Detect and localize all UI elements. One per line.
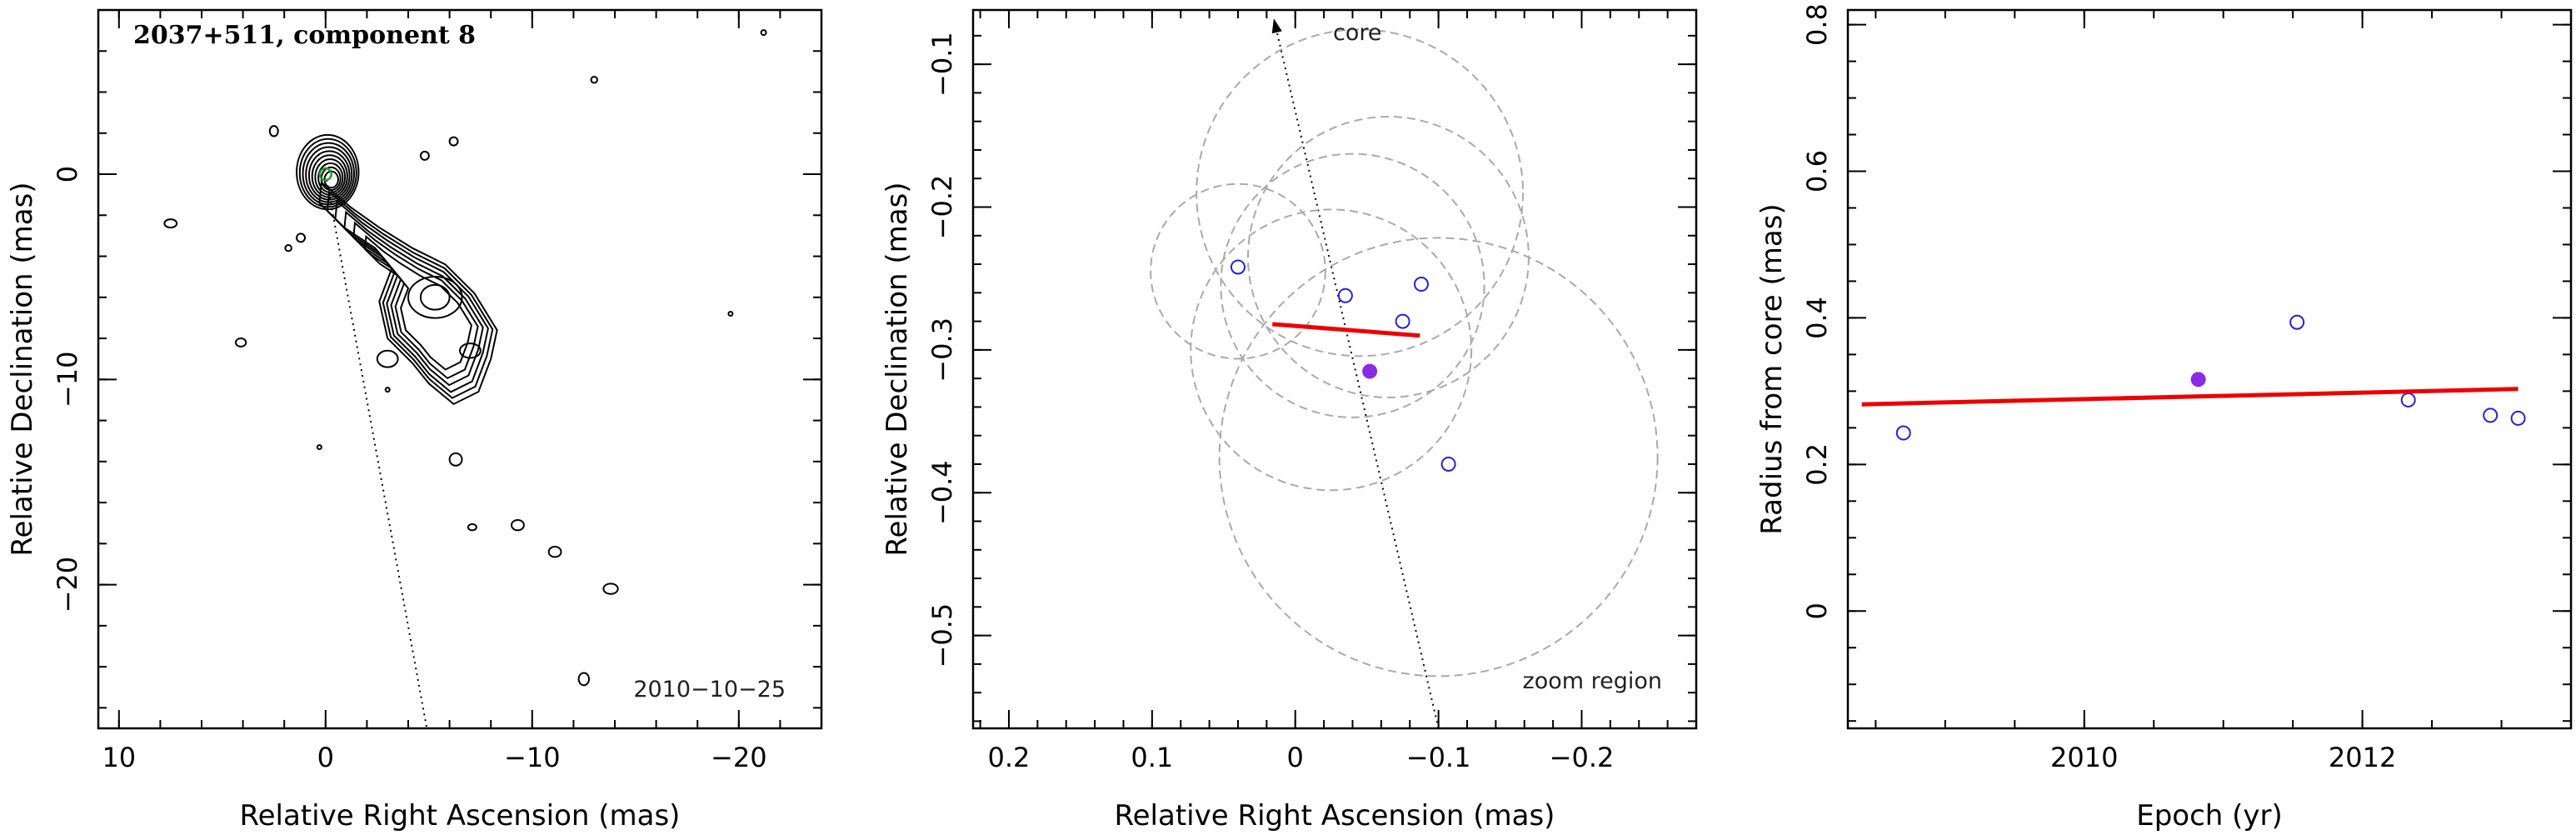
radius-point (1895, 425, 1911, 441)
component-position (1395, 313, 1410, 329)
core-marker (318, 167, 333, 182)
component-position (1440, 456, 1456, 472)
isolated-contour (284, 243, 292, 252)
core-arrow-head (1271, 18, 1282, 34)
contour-map (163, 29, 767, 687)
isolated-contour (727, 311, 734, 317)
y-tick-label: −0.3 (926, 318, 958, 382)
isolated-contour (268, 125, 279, 138)
x-axis-label-2: Relative Right Ascension (mas) (1115, 799, 1555, 832)
jet-contour (343, 210, 484, 387)
x-tick-label: −20 (711, 742, 767, 773)
core-direction-line (1272, 18, 1440, 729)
isolated-contour (448, 452, 463, 467)
jet-contour (407, 276, 463, 319)
fit-line (1861, 387, 2519, 407)
panel-radius-epoch: 2010 2012 0 0.2 0.4 0.6 0.8 Epoch (yr) Radius … (1755, 3, 2573, 832)
x-tick-label: 0 (317, 742, 334, 773)
zoom-region-annotation: zoom region (1523, 668, 1662, 694)
y-tick-label: −0.1 (926, 32, 958, 97)
plot-frame-2 (971, 8, 1698, 730)
isolated-contour (511, 518, 525, 532)
y-tick-label: 0.6 (1801, 150, 1833, 192)
plot-frame-3 (1846, 8, 2573, 730)
ticks-2: 0.2 0.1 0 −0.1 −0.2 −0.1 −0.2 −0.3 −0.4 −0.5 (926, 10, 1697, 773)
jet-contour (376, 349, 399, 368)
y-tick-label: 0.4 (1801, 297, 1833, 339)
component-position (1337, 288, 1353, 303)
radius-point (2289, 314, 2305, 330)
x-axis-label-1: Relative Right Ascension (mas) (240, 799, 681, 832)
jet-contour (363, 234, 472, 371)
uncertainty-circle (1220, 152, 1485, 418)
x-tick-label: 10 (102, 742, 136, 773)
y-axis-label-3: Radius from core (mas) (1755, 203, 1789, 534)
jet-contour (326, 190, 494, 399)
isolated-contour (602, 582, 619, 595)
isolated-contour (296, 232, 307, 243)
y-tick-label: −0.4 (926, 460, 958, 525)
x-tick-label: 2012 (2329, 742, 2396, 773)
x-axis-label-3: Epoch (yr) (2136, 799, 2283, 832)
ticks-1: 10 0 −10 −20 0 −10 −20 (52, 9, 822, 773)
current-epoch-position (1362, 363, 1378, 379)
component-position (1413, 277, 1429, 292)
isolated-contour (577, 672, 590, 687)
x-tick-label: −0.2 (1550, 742, 1615, 773)
jet-contour (459, 342, 482, 359)
jet-contour (352, 221, 479, 380)
isolated-contour (316, 444, 322, 451)
core-annotation: core (1333, 20, 1381, 46)
epoch-label: 2010−10−25 (633, 677, 786, 702)
x-tick-label: 0 (1287, 742, 1304, 773)
isolated-contour (384, 387, 391, 393)
fit-line (1272, 322, 1420, 338)
x-tick-label: 0.1 (1131, 742, 1173, 773)
y-tick-label: 0.2 (1801, 443, 1833, 486)
y-tick-label: 0 (1801, 602, 1833, 619)
isolated-contour (234, 338, 247, 348)
x-tick-label: −10 (504, 742, 561, 773)
isolated-contour (760, 29, 767, 37)
jet-contour (334, 199, 489, 393)
isolated-contour (467, 522, 477, 532)
core-contour (314, 158, 347, 196)
radius-point (2483, 408, 2499, 423)
jet-contour (419, 283, 451, 311)
radius-point (2400, 392, 2416, 408)
radius-point (2510, 410, 2526, 426)
uncertainty-circle (1196, 28, 1525, 358)
x-tick-label: 2010 (2050, 742, 2118, 773)
y-tick-label: −20 (52, 557, 83, 613)
y-axis-label-2: Relative Declination (mas) (881, 182, 914, 556)
isolated-contour (163, 218, 178, 229)
x-tick-label: −0.1 (1406, 742, 1471, 773)
ticks-3: 2010 2012 0 0.2 0.4 0.6 0.8 (1801, 3, 2572, 773)
current-epoch-point (2190, 372, 2206, 388)
jet-contour (318, 180, 498, 406)
y-tick-label: −0.2 (926, 175, 958, 240)
y-tick-label: 0.8 (1801, 3, 1833, 46)
y-tick-label: 0 (52, 166, 83, 182)
y-tick-label: −0.5 (926, 603, 958, 668)
uncertainty-circle (1150, 182, 1326, 360)
panel-zoom-region: 0.2 0.1 0 −0.1 −0.2 −0.1 −0.2 −0.3 −0.4 −0.5 core… (881, 8, 1698, 832)
panel-1-title: 2037+511, component 8 (133, 21, 476, 50)
isolated-contour (448, 136, 459, 147)
plot-frame-1 (97, 8, 823, 730)
panel-contour-map: 10 0 −10 −20 0 −10 −20 2037+511, component 8 2… (6, 8, 823, 832)
uncertainty-circle (1218, 237, 1659, 678)
component-position (1230, 259, 1246, 275)
isolated-contour (590, 76, 598, 84)
x-tick-label: 0.2 (988, 742, 1031, 773)
zoom-marks (1150, 18, 1659, 729)
isolated-contour (419, 150, 430, 161)
isolated-contour (547, 545, 562, 558)
radius-marks (1861, 314, 2526, 441)
core-direction-line (324, 173, 428, 729)
y-axis-label-1: Relative Declination (mas) (6, 182, 39, 556)
y-tick-label: −10 (52, 352, 83, 408)
uncertainty-circle (1190, 208, 1473, 492)
